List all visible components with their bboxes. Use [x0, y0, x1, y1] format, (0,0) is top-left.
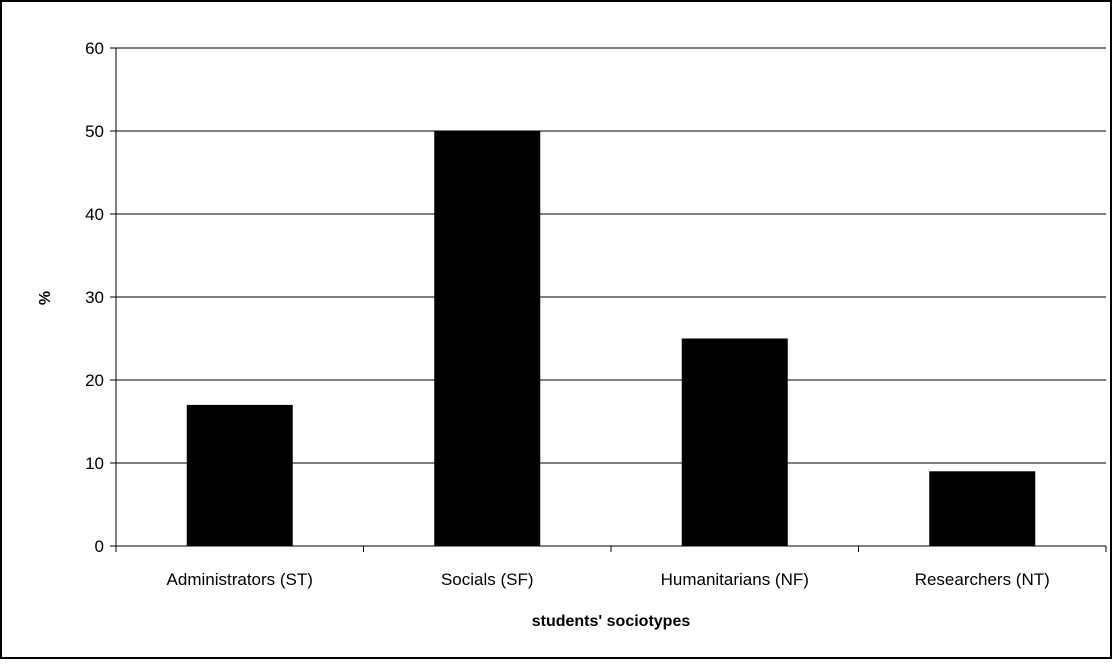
bar: [681, 338, 788, 546]
x-tick-label: Socials (SF): [441, 570, 534, 589]
y-tick-label: 20: [85, 371, 104, 390]
axes: [110, 47, 1107, 552]
x-tick-label: Researchers (NT): [915, 570, 1050, 589]
y-tick-label: 40: [85, 205, 104, 224]
y-tick-label: 60: [85, 39, 104, 58]
y-tick-label: 50: [85, 122, 104, 141]
bar: [929, 471, 1036, 546]
x-tick-label: Humanitarians (NF): [661, 570, 809, 589]
x-tick-label: Administrators (ST): [167, 570, 313, 589]
x-axis-title: students' sociotypes: [532, 613, 691, 630]
y-tick-label: 10: [85, 454, 104, 473]
gridlines: [116, 47, 1106, 464]
bar: [186, 404, 293, 546]
bar: [434, 131, 541, 546]
bars: [186, 131, 1036, 546]
y-axis-title: %: [37, 291, 54, 305]
y-tick-label: 0: [95, 537, 104, 556]
y-tick-label: 30: [85, 288, 104, 307]
labels: 0 10 20 30 40 50 60 Administrators (ST) Socials …: [85, 39, 1050, 589]
